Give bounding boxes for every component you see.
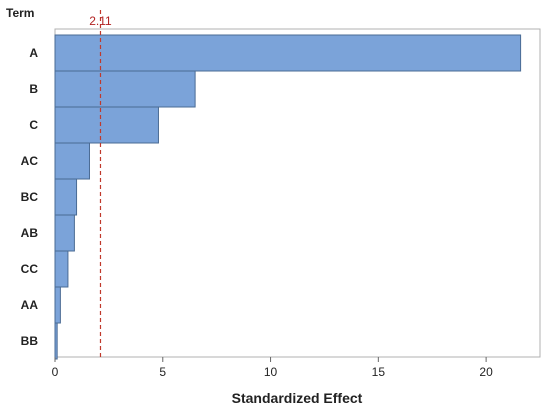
term-label-ab: AB <box>21 226 39 240</box>
bar-a <box>54 34 522 72</box>
x-tick-label: 20 <box>479 365 493 379</box>
x-tick-label: 10 <box>264 365 278 379</box>
term-label-c: C <box>29 118 38 132</box>
term-label-bb: BB <box>21 334 39 348</box>
bars-group <box>54 34 522 360</box>
bar-aa <box>54 286 61 324</box>
y-axis-title: Term <box>6 6 34 20</box>
bar-cc <box>54 250 69 288</box>
term-label-ac: AC <box>21 154 39 168</box>
x-tick-label: 5 <box>159 365 166 379</box>
bar-bc <box>54 178 78 216</box>
x-tick-label: 0 <box>52 365 59 379</box>
bar-c <box>54 106 159 144</box>
term-label-a: A <box>29 46 38 60</box>
term-label-aa: AA <box>21 298 39 312</box>
bar-b <box>54 70 196 108</box>
x-ticks-group: 0 5 10 15 20 <box>52 357 493 379</box>
x-tick-label: 15 <box>372 365 386 379</box>
bar-ac <box>54 142 90 180</box>
term-label-bc: BC <box>21 190 39 204</box>
x-axis-title: Standardized Effect <box>232 390 363 406</box>
bar-ab <box>54 214 75 252</box>
bar-bb <box>54 322 58 360</box>
term-label-cc: CC <box>21 262 39 276</box>
reference-line-label: 2.11 <box>89 14 112 28</box>
term-label-b: B <box>29 82 38 96</box>
